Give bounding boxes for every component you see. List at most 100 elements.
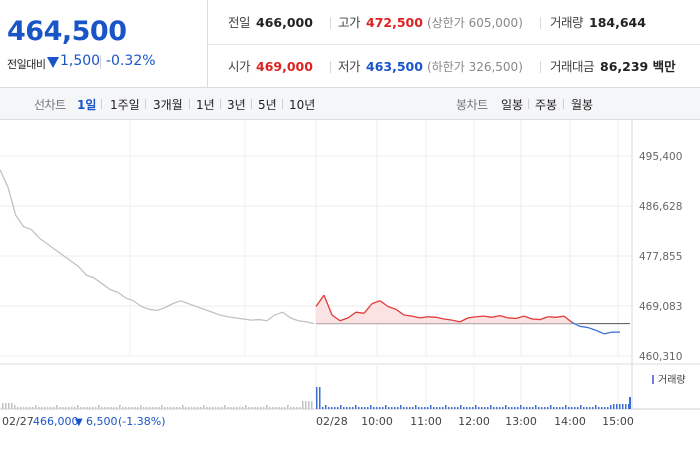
volume-bar xyxy=(469,407,471,409)
intraday-down-segment xyxy=(579,325,589,329)
tab-10-years[interactable]: 10년 xyxy=(289,98,316,112)
tab-daily-candle[interactable]: 일봉 xyxy=(501,98,524,112)
volume-bar xyxy=(137,407,139,409)
intraday-down-segment xyxy=(571,321,581,328)
intraday-up-segment xyxy=(547,316,557,318)
intraday-up-segment xyxy=(403,314,413,317)
high-price: 고가 472,500 (상한가 605,000) xyxy=(338,15,523,31)
volume-bar xyxy=(355,405,357,409)
intraday-up-segment xyxy=(483,315,493,318)
candle-chart-label: 봉차트 xyxy=(456,98,488,112)
volume-bar xyxy=(29,407,31,409)
volume-bar xyxy=(248,407,250,409)
volume-bar xyxy=(583,407,585,409)
low-price: 저가 463,500 (하한가 326,500) xyxy=(338,59,523,75)
volume-bar xyxy=(68,407,70,409)
volume-bar xyxy=(101,407,103,409)
tab-weekly-candle[interactable]: 주봉 xyxy=(535,98,558,112)
volume-bar xyxy=(95,407,97,409)
volume-bar xyxy=(613,404,615,409)
intraday-up-segment xyxy=(427,316,437,318)
volume-bar xyxy=(263,407,265,409)
high-label: 고가 xyxy=(338,15,361,30)
volume-bar xyxy=(406,407,408,409)
volume-bar xyxy=(14,405,16,409)
price-chart: 495,400 486,628 477,855 469,083 460,310 02/28… xyxy=(0,120,700,450)
volume-bar xyxy=(610,405,612,409)
volume-bar xyxy=(53,407,55,409)
volume-bar xyxy=(89,407,91,409)
volume-bar xyxy=(629,397,631,409)
volume-bar xyxy=(71,407,73,409)
tab-1-year[interactable]: 1년 xyxy=(196,98,215,112)
intraday-up-segment xyxy=(387,305,397,310)
x-tick-label: 11:00 xyxy=(410,415,442,428)
intraday-up-segment xyxy=(355,311,365,314)
tab-monthly-candle[interactable]: 월봉 xyxy=(571,98,594,112)
intraday-up-segment xyxy=(419,316,429,319)
volume-bar xyxy=(418,407,420,409)
volume-bar xyxy=(254,407,256,409)
tab-3-years[interactable]: 3년 xyxy=(227,98,246,112)
prev-close: 전일 466,000 xyxy=(228,15,313,31)
volume-bar xyxy=(445,405,447,409)
volume-bar xyxy=(134,407,136,409)
volume-bar xyxy=(215,407,217,409)
volume-bar xyxy=(529,407,531,409)
volume-bar xyxy=(379,407,381,409)
change-label: 전일대비 xyxy=(7,58,46,71)
volume-bar xyxy=(308,401,310,409)
volume-bar xyxy=(487,407,489,409)
intraday-up-segment xyxy=(531,318,541,321)
volume-bar xyxy=(50,407,52,409)
y-tick-label: 477,855 xyxy=(639,251,682,263)
volume-bar xyxy=(131,407,133,409)
volume-bar xyxy=(541,407,543,409)
x-tick-label: 13:00 xyxy=(505,415,537,428)
volume-bar xyxy=(83,407,85,409)
volume-bar xyxy=(182,405,184,409)
volume-bar xyxy=(415,405,417,409)
volume-bar xyxy=(173,407,175,409)
volume-bar xyxy=(122,407,124,409)
volume-bar xyxy=(305,401,307,409)
volume-bar xyxy=(197,407,199,409)
volume-bar xyxy=(517,407,519,409)
volume-bar xyxy=(191,407,193,409)
volume-bar xyxy=(62,407,64,409)
volume-bar xyxy=(442,407,444,409)
intraday-up-segment xyxy=(451,319,461,323)
up-area-fill xyxy=(316,295,620,324)
tab-5-years[interactable]: 5년 xyxy=(258,98,277,112)
volume-bar xyxy=(514,407,516,409)
volume-bar xyxy=(601,407,603,409)
tab-1-day[interactable]: 1일 xyxy=(77,98,97,112)
volume-bar xyxy=(337,407,339,409)
intraday-up-segment xyxy=(499,314,509,319)
volume-bar xyxy=(146,407,148,409)
volume-bar xyxy=(8,403,10,409)
volume-bar xyxy=(577,407,579,409)
volume-bar xyxy=(65,407,67,409)
volume-bar xyxy=(628,404,630,409)
volume-bar xyxy=(484,407,486,409)
volume-bar xyxy=(296,407,298,409)
volume-bar xyxy=(358,407,360,409)
tab-3-months[interactable]: 3개월 xyxy=(153,98,183,112)
volume-bar xyxy=(520,405,522,409)
volume-bar xyxy=(5,403,7,409)
x-tick-label: 10:00 xyxy=(361,415,393,428)
volume-bar xyxy=(349,407,351,409)
volume-bar xyxy=(619,404,621,409)
intraday-down-segment xyxy=(587,326,597,332)
volume-bar xyxy=(299,407,301,409)
volume-bar xyxy=(574,407,576,409)
intraday-up-segment xyxy=(339,317,349,322)
intraday-up-segment xyxy=(395,308,405,316)
intraday-up-segment xyxy=(331,314,341,322)
volume-bar xyxy=(535,405,537,409)
volume-bar xyxy=(206,407,208,409)
open-price: 시가 469,000 xyxy=(228,59,313,75)
tab-1-week[interactable]: 1주일 xyxy=(110,98,140,112)
y-tick-label: 486,628 xyxy=(639,201,682,213)
